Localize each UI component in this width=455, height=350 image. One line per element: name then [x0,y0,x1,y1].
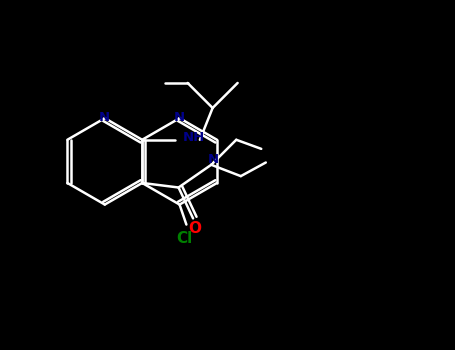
Text: Cl: Cl [176,231,192,246]
Text: N: N [174,111,185,124]
Text: N: N [99,111,110,124]
Text: O: O [188,221,201,236]
Text: N: N [208,153,219,166]
Text: NH: NH [183,131,205,144]
